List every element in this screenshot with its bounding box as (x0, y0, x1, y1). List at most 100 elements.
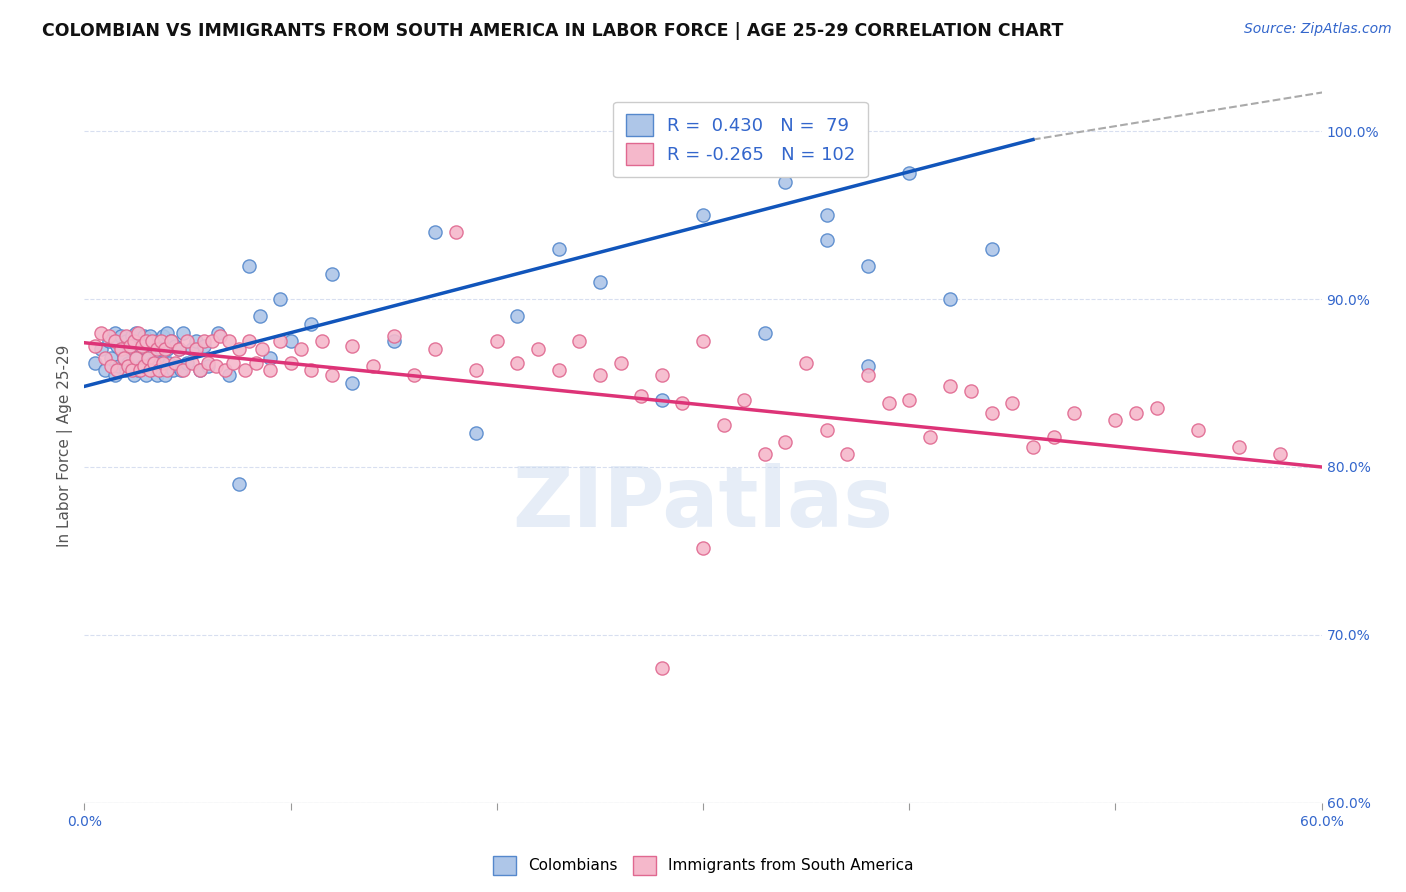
Point (794, 356, 817, 370)
Point (671, 396, 693, 410)
Point (692, 541, 714, 555)
Point (114, 334, 136, 348)
Point (117, 359, 139, 374)
Point (135, 343, 157, 357)
Point (939, 379, 962, 393)
Point (269, 292, 291, 306)
Y-axis label: In Labor Force | Age 25-29: In Labor Force | Age 25-29 (58, 345, 73, 547)
Point (423, 343, 446, 357)
Point (135, 368, 157, 382)
Point (136, 351, 159, 365)
Point (939, 292, 962, 306)
Point (145, 334, 167, 348)
Point (299, 362, 322, 376)
Point (172, 326, 194, 340)
Point (733, 392, 755, 407)
Point (382, 334, 405, 348)
Point (609, 356, 631, 370)
Point (160, 334, 183, 348)
Point (152, 356, 174, 370)
Point (112, 351, 135, 365)
Point (361, 359, 384, 374)
Point (980, 406, 1002, 420)
Point (134, 329, 156, 343)
Point (222, 356, 245, 370)
Point (233, 362, 256, 376)
Point (157, 356, 180, 370)
Point (754, 326, 776, 340)
Point (815, 208, 838, 222)
Point (176, 334, 198, 348)
Point (259, 351, 281, 365)
Point (167, 343, 190, 357)
Point (180, 356, 202, 370)
Point (153, 368, 176, 382)
Point (1227, 440, 1250, 454)
Point (1063, 406, 1085, 420)
Point (160, 334, 183, 348)
Point (121, 362, 143, 376)
Point (1104, 413, 1126, 427)
Point (94, 351, 117, 365)
Point (568, 334, 591, 348)
Point (193, 339, 215, 353)
Point (100, 351, 122, 365)
Point (145, 343, 167, 357)
Point (1022, 440, 1045, 454)
Text: ZIPatlas: ZIPatlas (513, 463, 893, 543)
Point (815, 233, 838, 247)
Point (105, 362, 128, 376)
Point (148, 362, 170, 376)
Point (131, 359, 153, 374)
Point (754, 446, 776, 460)
Point (856, 368, 879, 382)
Point (184, 343, 207, 357)
Point (245, 356, 267, 370)
Point (112, 351, 135, 365)
Point (188, 362, 211, 376)
Point (692, 208, 714, 222)
Point (527, 343, 550, 357)
Point (342, 376, 364, 390)
Point (382, 329, 405, 343)
Point (136, 351, 159, 365)
Point (249, 309, 271, 323)
Point (100, 359, 122, 374)
Point (167, 343, 190, 357)
Point (162, 362, 184, 376)
Point (898, 166, 921, 180)
Text: COLOMBIAN VS IMMIGRANTS FROM SOUTH AMERICA IN LABOR FORCE | AGE 25-29 CORRELATIO: COLOMBIAN VS IMMIGRANTS FROM SOUTH AMERI… (42, 22, 1063, 40)
Point (692, 334, 714, 348)
Point (184, 334, 207, 348)
Point (506, 356, 529, 370)
Point (651, 661, 673, 675)
Point (114, 362, 136, 376)
Point (205, 359, 228, 374)
Point (156, 343, 179, 357)
Legend: Colombians, Immigrants from South America: Colombians, Immigrants from South Americ… (486, 850, 920, 880)
Point (238, 259, 260, 273)
Point (139, 362, 162, 376)
Point (856, 259, 879, 273)
Point (141, 334, 163, 348)
Point (465, 426, 488, 441)
Point (630, 389, 652, 403)
Point (110, 343, 132, 357)
Point (321, 368, 343, 382)
Point (122, 368, 145, 382)
Point (547, 362, 569, 376)
Point (134, 359, 156, 374)
Point (165, 356, 187, 370)
Point (280, 356, 302, 370)
Point (1042, 430, 1064, 444)
Point (125, 351, 148, 365)
Point (228, 476, 250, 491)
Point (149, 343, 172, 357)
Point (131, 339, 153, 353)
Point (299, 318, 322, 332)
Point (485, 334, 508, 348)
Point (114, 329, 136, 343)
Point (83, 339, 105, 353)
Point (153, 343, 176, 357)
Point (145, 368, 167, 382)
